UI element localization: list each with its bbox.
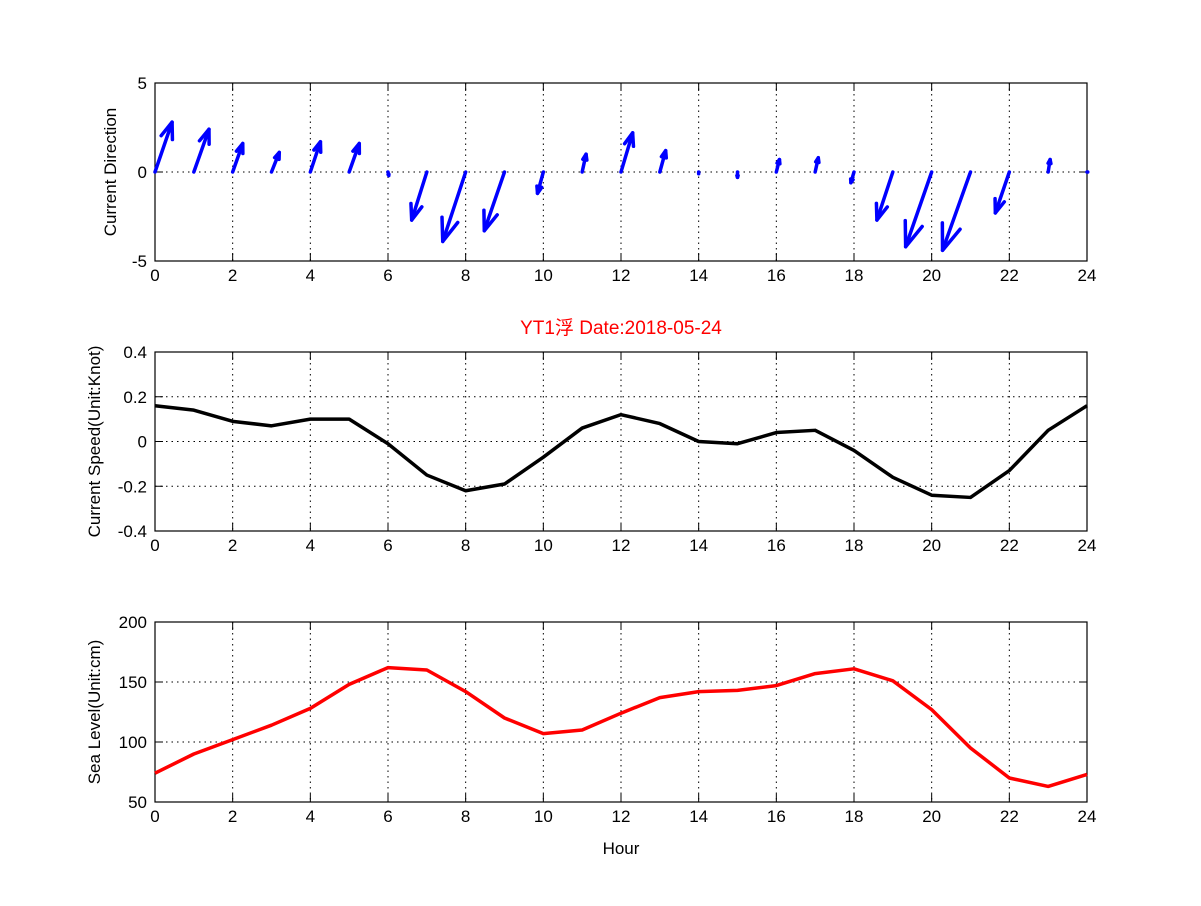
- x-tick-label: 12: [612, 536, 631, 555]
- arrow-head: [777, 160, 780, 164]
- arrow-shaft: [155, 122, 172, 172]
- x-tick-label: 10: [534, 807, 553, 826]
- quiver-arrow: [194, 129, 209, 172]
- x-tick-label: 2: [228, 266, 237, 285]
- x-tick-label: 22: [1000, 807, 1019, 826]
- quiver-arrow: [851, 172, 854, 183]
- quiver-arrow: [411, 172, 427, 220]
- x-tick-label: 20: [922, 536, 941, 555]
- x-axis-label: Hour: [603, 839, 640, 858]
- x-tick-label: 18: [845, 266, 864, 285]
- quiver-arrow: [272, 152, 280, 172]
- arrow-head: [851, 179, 853, 183]
- quiver-arrow: [815, 158, 819, 172]
- y-tick-label: -5: [132, 252, 147, 271]
- x-tick-label: 14: [689, 266, 708, 285]
- arrow-shaft: [943, 172, 971, 250]
- y-tick-label: -0.4: [118, 522, 147, 541]
- x-tick-label: 14: [689, 807, 708, 826]
- quiver-arrow: [155, 122, 172, 172]
- x-tick-label: 12: [612, 266, 631, 285]
- x-tick-label: 22: [1000, 536, 1019, 555]
- y-tick-label: 0.4: [123, 343, 147, 362]
- x-tick-label: 20: [922, 807, 941, 826]
- x-tick-label: 0: [150, 266, 159, 285]
- arrow-head: [1048, 160, 1051, 164]
- x-tick-label: 16: [767, 266, 786, 285]
- x-tick-label: 10: [534, 536, 553, 555]
- x-tick-label: 12: [612, 807, 631, 826]
- quiver-arrow: [776, 160, 780, 172]
- quiver-arrow: [349, 144, 359, 172]
- y-tick-label: 0.2: [123, 388, 147, 407]
- x-tick-label: 22: [1000, 266, 1019, 285]
- quiver-arrow: [388, 172, 389, 176]
- x-tick-label: 24: [1078, 266, 1097, 285]
- y-axis-label: Sea Level(Unit:cm): [85, 640, 104, 785]
- quiver-arrow: [484, 172, 505, 231]
- x-tick-label: 4: [306, 266, 315, 285]
- x-tick-label: 24: [1078, 807, 1097, 826]
- x-tick-label: 2: [228, 536, 237, 555]
- arrow-shaft: [194, 129, 209, 172]
- chart-title: YT1浮 Date:2018-05-24: [520, 317, 722, 339]
- arrow-shaft: [443, 172, 466, 241]
- y-tick-label: 100: [119, 733, 147, 752]
- quiver-arrow: [995, 172, 1009, 213]
- quiver-arrow: [621, 133, 633, 172]
- quiver-arrow: [582, 154, 587, 172]
- quiver-arrow: [942, 172, 970, 250]
- arrow-head: [388, 174, 389, 175]
- y-tick-label: 0: [138, 163, 147, 182]
- x-tick-label: 16: [767, 807, 786, 826]
- quiver-arrow: [442, 172, 466, 241]
- x-tick-label: 10: [534, 266, 553, 285]
- arrow-head: [737, 176, 738, 178]
- x-tick-label: 16: [767, 536, 786, 555]
- x-tick-label: 14: [689, 536, 708, 555]
- x-tick-label: 18: [845, 536, 864, 555]
- quiver-arrow: [233, 144, 243, 172]
- y-axis-label: Current Direction: [101, 108, 120, 237]
- x-tick-label: 6: [383, 807, 392, 826]
- x-tick-label: 18: [845, 807, 864, 826]
- arrow-head: [583, 154, 587, 160]
- quiver-arrow: [660, 151, 666, 172]
- arrow-shaft: [877, 172, 893, 220]
- quiver-arrow: [905, 172, 931, 247]
- x-tick-label: 24: [1078, 536, 1097, 555]
- quiver-arrow: [876, 172, 892, 220]
- quiver-arrow: [310, 142, 320, 172]
- x-tick-label: 8: [461, 266, 470, 285]
- x-tick-label: 2: [228, 807, 237, 826]
- arrow-shaft: [484, 172, 504, 231]
- y-tick-label: 200: [119, 613, 147, 632]
- x-tick-label: 20: [922, 266, 941, 285]
- x-tick-label: 4: [306, 536, 315, 555]
- quiver-arrow: [537, 172, 543, 193]
- x-tick-label: 8: [461, 536, 470, 555]
- quiver-arrow: [737, 172, 738, 177]
- x-tick-label: 4: [306, 807, 315, 826]
- y-tick-label: 50: [128, 793, 147, 812]
- arrow-head: [816, 158, 819, 163]
- x-tick-label: 0: [150, 807, 159, 826]
- x-tick-label: 8: [461, 807, 470, 826]
- arrow-shaft: [906, 172, 932, 247]
- y-tick-label: 150: [119, 673, 147, 692]
- x-tick-label: 6: [383, 536, 392, 555]
- y-tick-label: 5: [138, 74, 147, 93]
- y-tick-label: 0: [138, 433, 147, 452]
- x-tick-label: 0: [150, 536, 159, 555]
- y-axis-label: Current Speed(Unit:Knot): [85, 346, 104, 538]
- y-tick-label: -0.2: [118, 477, 147, 496]
- x-tick-label: 6: [383, 266, 392, 285]
- quiver-arrow: [1048, 160, 1051, 172]
